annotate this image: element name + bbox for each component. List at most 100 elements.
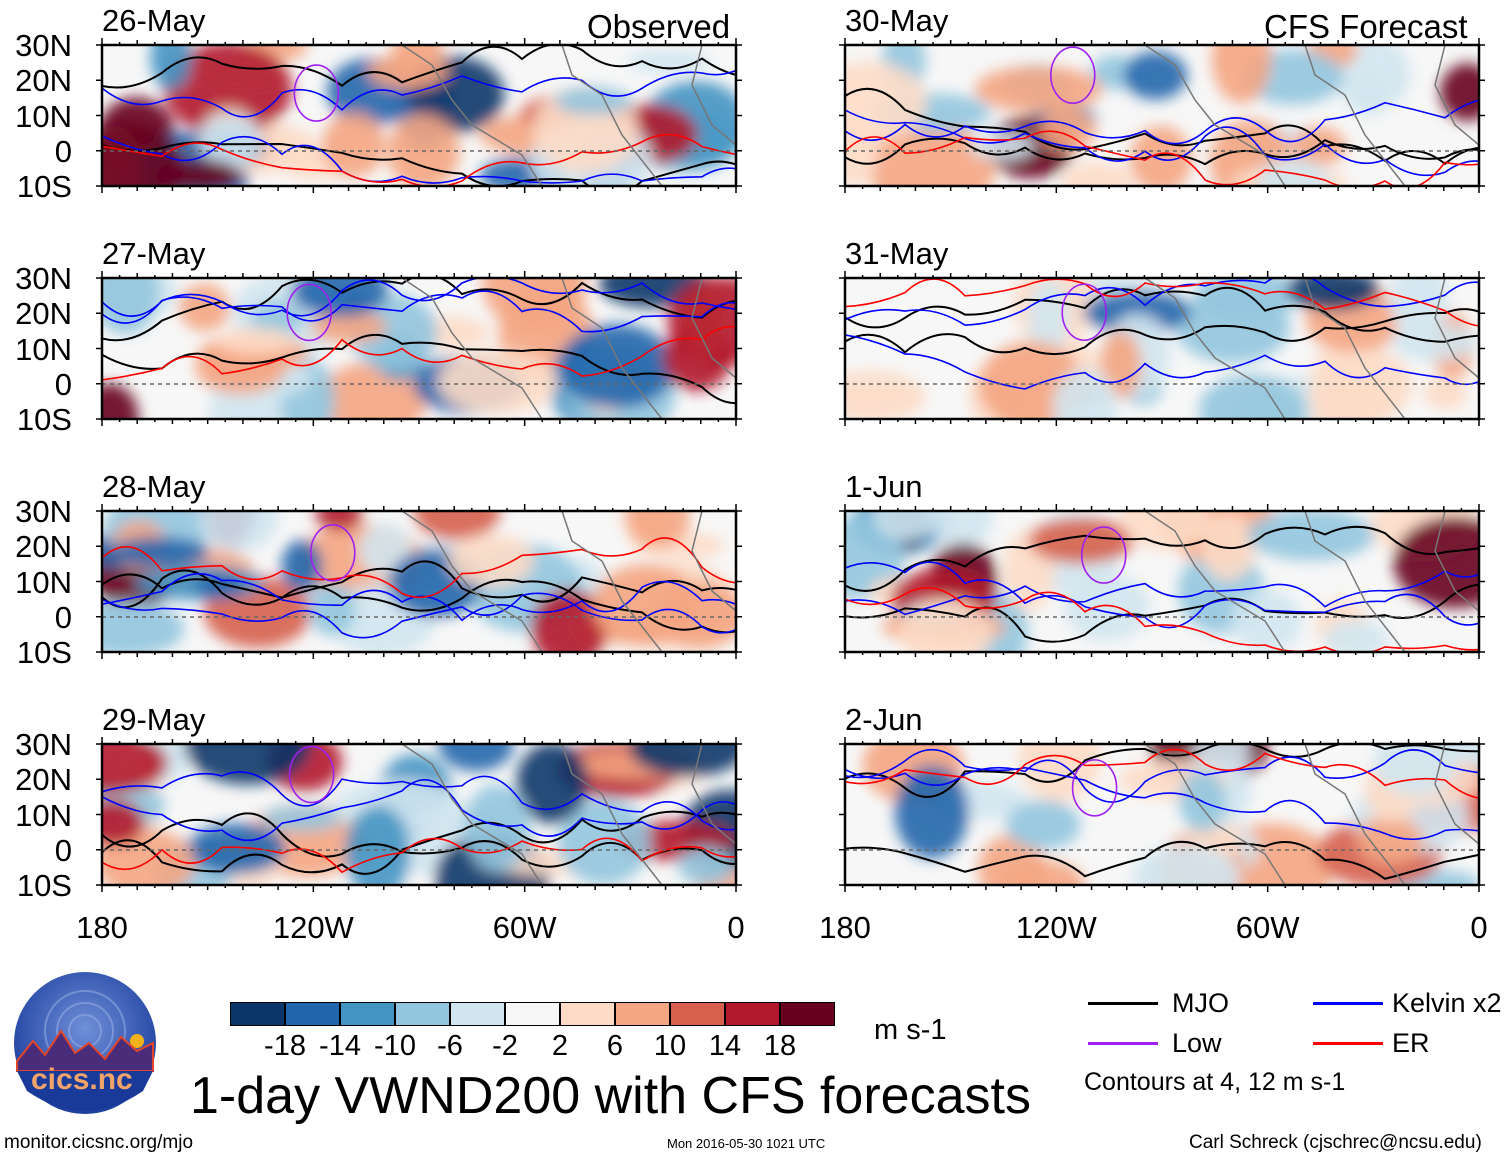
vwnd-map bbox=[839, 38, 1485, 193]
wind-anomaly-blob bbox=[1005, 800, 1081, 850]
er-contour bbox=[102, 133, 736, 186]
wind-anomaly-blob bbox=[1309, 348, 1352, 419]
colorbar-swatch bbox=[615, 1002, 670, 1026]
map-panel bbox=[96, 38, 742, 193]
wind-anomaly-blob bbox=[930, 511, 993, 549]
longitude-label: 180 bbox=[819, 910, 871, 945]
latitude-label: 0 bbox=[54, 832, 72, 868]
latitude-label: 10N bbox=[15, 564, 72, 600]
colorbar-swatch bbox=[670, 1002, 725, 1026]
wind-anomaly-blob bbox=[516, 744, 589, 824]
low-contour bbox=[1061, 283, 1108, 342]
kelvin-contour bbox=[845, 561, 1479, 629]
latitude-label: 20N bbox=[15, 63, 72, 99]
coastline bbox=[401, 45, 736, 186]
kelvin-contour bbox=[102, 69, 736, 118]
latitude-label: 30N bbox=[15, 28, 72, 63]
legend-kelvin-line bbox=[1313, 1002, 1383, 1005]
low-contour bbox=[286, 283, 332, 342]
vwnd-map bbox=[96, 504, 742, 659]
panel-date-label: 31-May bbox=[845, 236, 949, 271]
colorbar-swatch bbox=[780, 1002, 835, 1026]
latitude-label: 10S bbox=[16, 868, 72, 903]
wind-anomaly-blob bbox=[194, 572, 245, 599]
wind-anomaly-blob bbox=[179, 283, 230, 332]
low-contour bbox=[1080, 526, 1127, 584]
colorbar-swatch bbox=[395, 1002, 450, 1026]
wind-anomaly-blob bbox=[1040, 107, 1097, 152]
kelvin-contour bbox=[102, 135, 736, 184]
kelvin-contour bbox=[845, 748, 1479, 841]
latitude-label: 10S bbox=[16, 402, 72, 437]
contours-note: Contours at 4, 12 m s-1 bbox=[1084, 1068, 1346, 1096]
wind-anomaly-blob bbox=[386, 113, 460, 186]
low-contour bbox=[1049, 46, 1096, 104]
panel-date-label: 26-May bbox=[102, 3, 206, 38]
legend-kelvin-label: Kelvin x2 bbox=[1392, 988, 1502, 1018]
vwnd-map bbox=[96, 38, 742, 193]
colorbar-tick-label: -6 bbox=[437, 1030, 463, 1062]
wind-anomaly-blob bbox=[898, 598, 993, 652]
kelvin-contour bbox=[102, 592, 736, 639]
wind-anomaly-blob bbox=[626, 49, 711, 74]
low-contour bbox=[288, 745, 335, 804]
wind-anomaly-blob bbox=[1246, 511, 1375, 561]
wind-anomaly-blob bbox=[1060, 161, 1134, 186]
colorbar-tick-label: 6 bbox=[606, 1030, 624, 1062]
longitude-label: 120W bbox=[1015, 910, 1097, 945]
wind-anomaly-blob bbox=[656, 581, 736, 649]
latitude-label: 0 bbox=[54, 133, 72, 169]
wind-anomaly-blob bbox=[102, 744, 169, 794]
map-panel bbox=[839, 737, 1485, 892]
wind-anomaly-blob bbox=[187, 823, 286, 875]
low-contour bbox=[293, 64, 340, 122]
er-contour bbox=[845, 748, 1479, 799]
cicsnc-logo: cics.nc bbox=[13, 971, 157, 1115]
latitude-label: 10N bbox=[15, 797, 72, 833]
wind-anomaly-blob bbox=[438, 744, 514, 772]
wind-anomaly-blob bbox=[974, 66, 1103, 113]
wind-anomaly-blob bbox=[1357, 815, 1423, 866]
longitude-label: 0 bbox=[727, 910, 745, 945]
map-panel bbox=[96, 737, 742, 892]
map-panel bbox=[839, 38, 1485, 193]
latitude-label: 20N bbox=[15, 296, 72, 332]
er-contour bbox=[102, 837, 736, 874]
panel-date-label: 1-Jun bbox=[845, 469, 923, 504]
wind-anomaly-blob bbox=[1423, 375, 1468, 410]
colorbar-swatch bbox=[450, 1002, 505, 1026]
coastline bbox=[1144, 744, 1479, 885]
latitude-label: 10S bbox=[16, 635, 72, 670]
latitude-label: 20N bbox=[15, 529, 72, 565]
panel-date-label: 28-May bbox=[102, 469, 206, 504]
footer-timestamp: Mon 2016-05-30 1021 UTC bbox=[667, 1136, 826, 1151]
low-contour bbox=[309, 524, 356, 582]
kelvin-contour bbox=[102, 771, 736, 831]
wind-anomaly-blob bbox=[1179, 769, 1227, 832]
colorbar-swatch bbox=[725, 1002, 780, 1026]
wind-anomaly-blob bbox=[281, 539, 323, 592]
wind-anomaly-blob bbox=[482, 278, 586, 331]
mjo-contour bbox=[102, 560, 736, 603]
panel-date-label: 2-Jun bbox=[845, 702, 923, 737]
wind-anomaly-blob bbox=[1064, 573, 1150, 642]
latitude-label: 10S bbox=[16, 169, 72, 204]
figure-title: 1-day VWND200 with CFS forecasts bbox=[190, 1067, 1031, 1125]
observed-header: Observed bbox=[587, 8, 731, 45]
legend-low-line bbox=[1088, 1042, 1158, 1045]
colorbar-swatch bbox=[560, 1002, 615, 1026]
wind-anomaly-blob bbox=[558, 324, 676, 409]
footer-url[interactable]: monitor.cicsnc.org/mjo bbox=[4, 1132, 194, 1153]
panel-date-label: 27-May bbox=[102, 236, 206, 271]
colorbar-tick-label: -14 bbox=[319, 1030, 361, 1062]
er-contour bbox=[845, 587, 1479, 652]
er-contour bbox=[845, 130, 1479, 186]
wind-anomaly-blob bbox=[1132, 844, 1241, 885]
latitude-label: 0 bbox=[54, 366, 72, 402]
wind-anomaly-blob bbox=[102, 601, 185, 652]
wind-anomaly-blob bbox=[969, 132, 1034, 160]
wind-anomaly-blob bbox=[155, 159, 242, 186]
latitude-label: 10N bbox=[15, 98, 72, 134]
wind-anomaly-blob bbox=[1119, 511, 1210, 550]
